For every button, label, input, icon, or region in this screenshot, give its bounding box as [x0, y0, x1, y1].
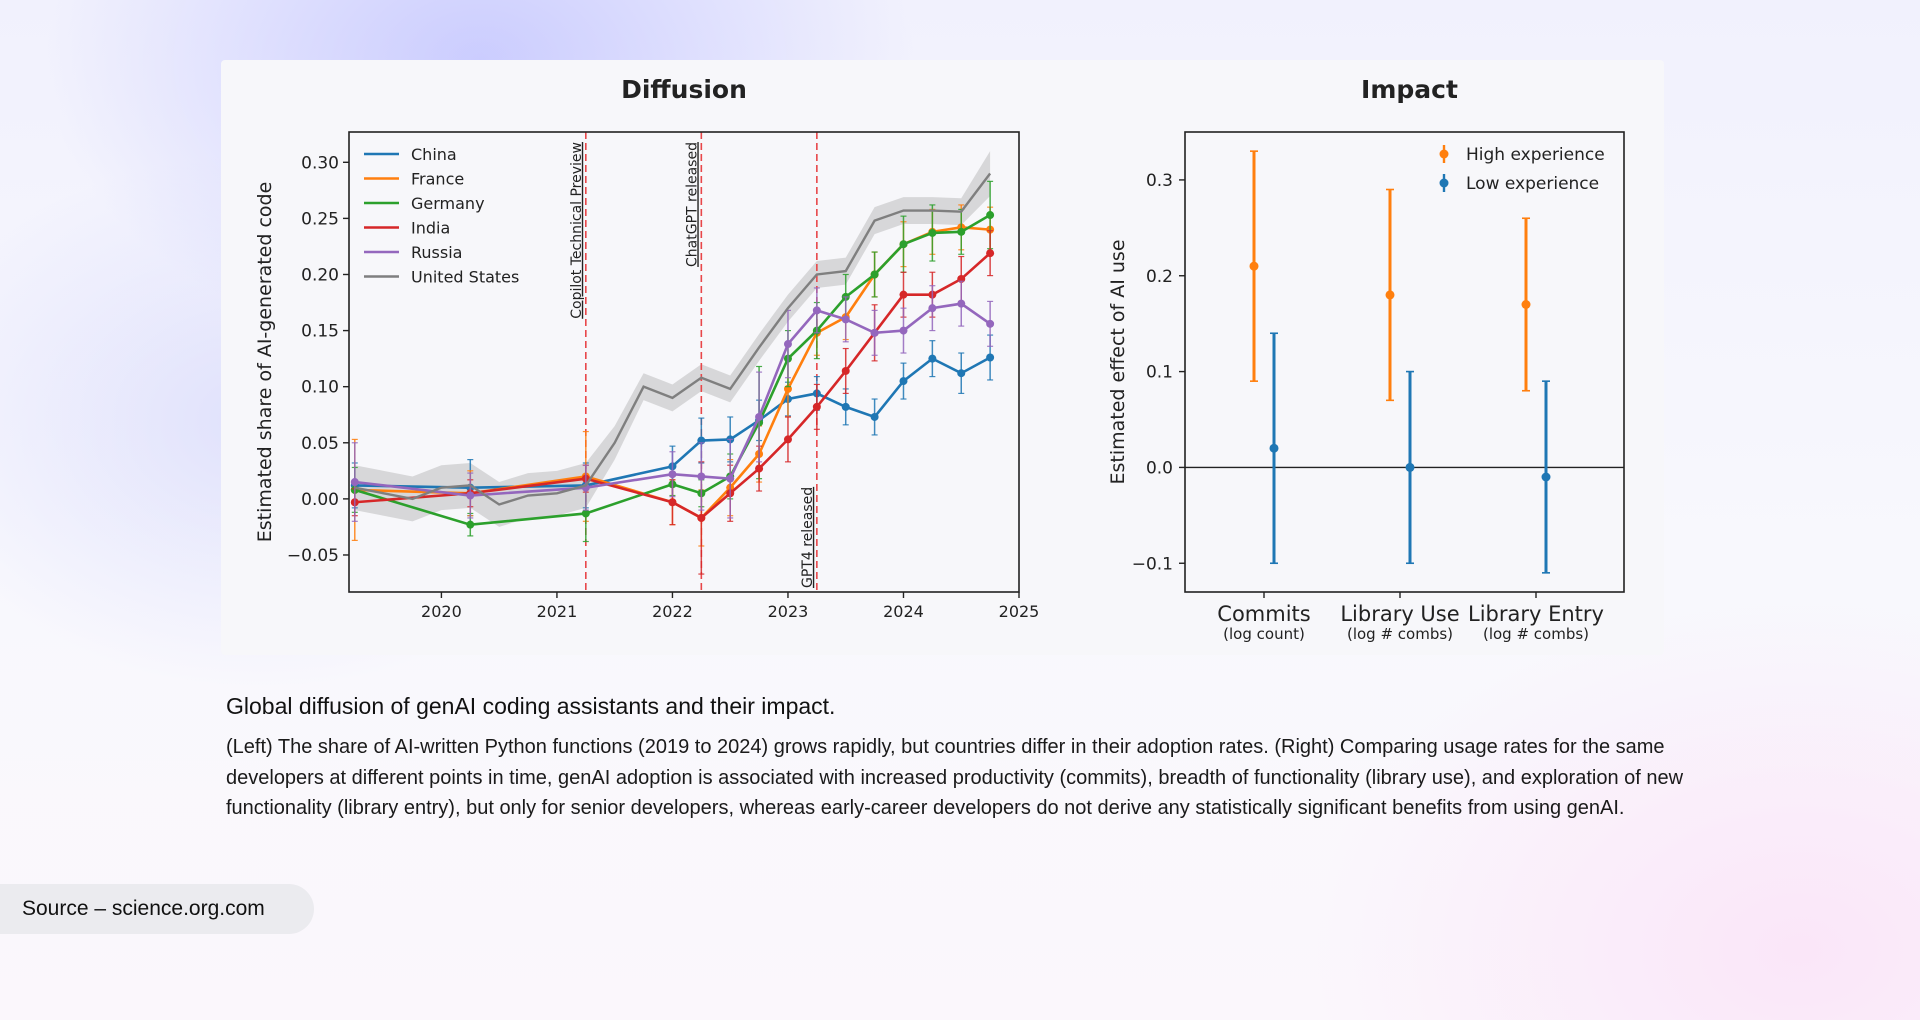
data-point — [581, 509, 590, 518]
legend-label: Low experience — [1466, 174, 1599, 194]
data-point — [697, 472, 706, 481]
y-tick-label: 0.2 — [1146, 267, 1173, 287]
category-sublabel: (log count) — [1223, 625, 1305, 643]
effect-point — [1405, 462, 1415, 472]
data-point — [899, 377, 908, 386]
diffusion-chart: Diffusion Copilot Technical Preview ChatGP… — [254, 75, 1039, 621]
source-pill: Source – science.org.com — [0, 884, 314, 934]
data-point — [841, 402, 850, 411]
data-point — [841, 315, 850, 324]
diffusion-ylabel: Estimated share of AI-generated code — [254, 182, 276, 543]
legend-label: Russia — [411, 243, 462, 262]
figure-svg: Diffusion Copilot Technical Preview ChatGP… — [254, 75, 1625, 643]
data-point — [668, 470, 677, 479]
y-tick-label: 0.00 — [301, 490, 339, 510]
diffusion-title: Diffusion — [621, 75, 747, 104]
data-point — [870, 270, 879, 279]
data-point — [870, 328, 879, 337]
data-point — [812, 306, 821, 315]
data-point — [755, 412, 764, 421]
y-tick-label: −0.1 — [1132, 554, 1173, 574]
data-point — [957, 227, 966, 236]
x-tick-label: 2022 — [652, 602, 693, 621]
legend-label: India — [411, 219, 450, 238]
legend-marker — [1439, 178, 1449, 188]
data-point — [899, 240, 908, 249]
category-label: Library Entry — [1468, 602, 1604, 626]
data-point — [899, 290, 908, 299]
source-label: Source – science.org.com — [22, 897, 265, 920]
x-tick-label: 2025 — [999, 602, 1040, 621]
data-point — [928, 304, 937, 313]
data-point — [697, 513, 706, 522]
data-point — [986, 249, 995, 258]
series-line-5 — [354, 172, 992, 506]
data-point — [870, 412, 879, 421]
data-point — [350, 478, 359, 487]
data-point — [466, 520, 475, 529]
x-tick-label: 2024 — [883, 602, 924, 621]
effect-point — [1385, 290, 1395, 300]
effect-point — [1249, 261, 1259, 271]
y-tick-label: 0.25 — [301, 209, 339, 229]
x-tick-label: 2020 — [421, 602, 462, 621]
legend-label: United States — [411, 268, 519, 287]
x-tick-label: 2021 — [537, 602, 578, 621]
impact-title: Impact — [1361, 75, 1458, 104]
y-tick-label: 0.3 — [1146, 171, 1173, 191]
data-point — [755, 464, 764, 473]
legend-label: High experience — [1466, 145, 1605, 165]
x-tick-label: 2023 — [768, 602, 809, 621]
y-tick-label: −0.05 — [287, 546, 339, 566]
legend-label: France — [411, 170, 464, 189]
data-point — [957, 369, 966, 378]
y-tick-label: 0.05 — [301, 434, 339, 454]
data-point — [986, 319, 995, 328]
caption-body: (Left) The share of AI-written Python fu… — [226, 736, 1684, 819]
effect-point — [1521, 300, 1531, 309]
category-sublabel: (log # combs) — [1347, 625, 1453, 643]
diffusion-frame — [348, 131, 1020, 593]
data-point — [783, 340, 792, 349]
data-point — [928, 354, 937, 363]
legend-label: Germany — [411, 194, 485, 213]
impact-frame — [1184, 131, 1625, 593]
data-point — [668, 498, 677, 507]
data-point — [957, 299, 966, 308]
data-point — [783, 435, 792, 444]
legend-label: China — [411, 145, 457, 164]
event-label-1: ChatGPT released — [684, 142, 700, 267]
category-sublabel: (log # combs) — [1483, 625, 1589, 643]
y-tick-label: 0.1 — [1146, 363, 1173, 383]
data-point — [928, 228, 937, 237]
impact-chart: Impact −0.1 0.0 0.1 0.2 0.3 Commits(log count)… — [1107, 75, 1625, 643]
data-point — [899, 326, 908, 335]
category-label: Commits — [1217, 602, 1310, 626]
y-tick-label: 0.20 — [301, 265, 339, 285]
effect-point — [1269, 443, 1279, 453]
caption-title: Global diffusion of genAI coding assista… — [226, 693, 836, 719]
impact-ylabel: Estimated effect of AI use — [1107, 239, 1129, 484]
data-point — [466, 491, 475, 500]
effect-point — [1541, 472, 1551, 482]
data-point — [726, 474, 735, 483]
data-point — [841, 366, 850, 375]
data-point — [812, 402, 821, 411]
event-label-0: Copilot Technical Preview — [569, 142, 585, 319]
y-tick-label: 0.0 — [1146, 458, 1173, 478]
y-tick-label: 0.10 — [301, 378, 339, 398]
y-tick-label: 0.15 — [301, 322, 339, 342]
category-label: Library Use — [1340, 602, 1459, 626]
figure-panel: Diffusion Copilot Technical Preview ChatGP… — [221, 60, 1664, 655]
data-point — [986, 353, 995, 362]
data-point — [986, 211, 995, 220]
legend-marker — [1439, 149, 1449, 159]
event-label-2: GPT4 released — [800, 487, 816, 588]
y-tick-label: 0.30 — [301, 153, 339, 173]
